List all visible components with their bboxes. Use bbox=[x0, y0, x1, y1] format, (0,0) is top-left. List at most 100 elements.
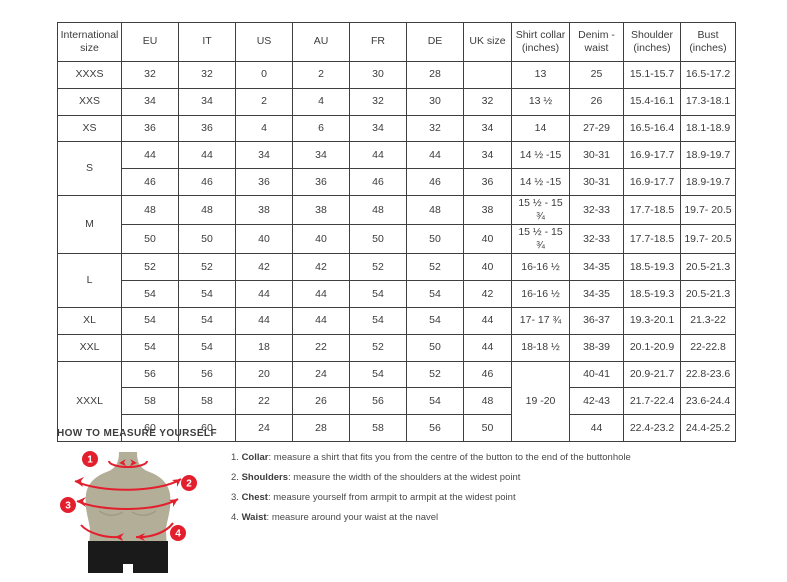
table-cell: 16.9-17.7 bbox=[623, 168, 681, 196]
table-cell: 14 ½ -15 bbox=[511, 168, 570, 196]
table-cell: XS bbox=[57, 114, 122, 143]
table-cell: 4 bbox=[235, 114, 293, 143]
table-cell: 38 bbox=[235, 194, 293, 226]
table-cell: 19 -20 bbox=[511, 360, 570, 443]
table-cell: 17.3-18.1 bbox=[680, 87, 736, 116]
table-cell: 6 bbox=[292, 114, 350, 143]
table-cell: 54 bbox=[406, 387, 464, 416]
table-row: 60 60 24 28 58 56 50 44 22.4-23.2 24.4-25.2 bbox=[58, 414, 736, 443]
table-cell: 32 bbox=[406, 114, 464, 143]
table-cell: 32 bbox=[463, 87, 512, 116]
table-cell: 16-16 ½ bbox=[511, 280, 570, 309]
table-cell: 46 bbox=[349, 168, 407, 196]
table-row: M 48 48 38 38 48 48 38 15 ½ - 15 ¾ 32-33 17.7-18.5… bbox=[57, 194, 736, 255]
table-cell: 16-16 ½ bbox=[511, 253, 570, 282]
collar-measure-line bbox=[108, 460, 148, 468]
table-cell: 46 bbox=[121, 168, 179, 196]
table-cell: 23.6-24.4 bbox=[680, 387, 736, 416]
table-cell bbox=[463, 61, 512, 89]
table-cell: 44 bbox=[292, 307, 350, 335]
table-cell: 36 bbox=[121, 114, 179, 143]
table-cell: 32 bbox=[121, 61, 179, 89]
table-cell: 50 bbox=[178, 224, 236, 255]
table-row: 46 46 36 36 46 46 36 14 ½ -15 30-31 16.9-17.7 18.9… bbox=[58, 168, 736, 196]
table-cell: 40-41 bbox=[569, 360, 624, 389]
measure-section: HOW TO MEASURE YOURSELF bbox=[57, 428, 631, 582]
table-cell: 19.3-20.1 bbox=[623, 307, 681, 335]
table-cell: 44 bbox=[349, 141, 407, 170]
table-row: XXS 34 34 2 4 32 30 32 13 ½ 26 15.4-16.1 17.3-18.1 bbox=[57, 87, 736, 116]
table-cell: 18.5-19.3 bbox=[623, 253, 681, 282]
table-cell: 42-43 bbox=[569, 387, 624, 416]
table-cell: 54 bbox=[178, 307, 236, 335]
table-cell: 34 bbox=[463, 114, 512, 143]
step-text: : measure a shirt that fits you from the… bbox=[268, 452, 631, 463]
table-cell: 54 bbox=[178, 280, 236, 309]
badge-2-number: 2 bbox=[186, 479, 192, 490]
table-cell: XXS bbox=[57, 87, 122, 116]
table-cell: 18.1-18.9 bbox=[680, 114, 736, 143]
measure-title: HOW TO MEASURE YOURSELF bbox=[57, 428, 217, 439]
size-table-header: International size EU IT US AU FR DE UK size Shi… bbox=[57, 22, 736, 62]
table-cell: 2 bbox=[292, 61, 350, 89]
table-cell: 30-31 bbox=[569, 141, 624, 170]
header-row: International size EU IT US AU FR DE UK size Shi… bbox=[57, 22, 736, 62]
table-cell: 44 bbox=[463, 307, 512, 335]
table-cell: XL bbox=[57, 307, 122, 335]
table-cell: 13 bbox=[511, 61, 570, 89]
table-cell: 50 bbox=[121, 224, 179, 255]
column-header: International size bbox=[57, 22, 122, 62]
badge-2: 2 bbox=[181, 475, 197, 491]
table-cell: 30 bbox=[349, 61, 407, 89]
table-cell: 42 bbox=[463, 280, 512, 309]
table-cell: 42 bbox=[235, 253, 293, 282]
table-cell: 20.5-21.3 bbox=[680, 253, 736, 282]
table-cell: 17.7-18.5 bbox=[623, 224, 681, 255]
table-cell: 24 bbox=[292, 360, 350, 389]
column-header: UK size bbox=[463, 22, 512, 62]
table-cell: 32-33 bbox=[569, 224, 624, 255]
table-cell: 15.1-15.7 bbox=[623, 61, 681, 89]
column-header: FR bbox=[349, 22, 407, 62]
table-cell: 52 bbox=[349, 333, 407, 362]
table-cell: 56 bbox=[178, 360, 236, 389]
table-cell: 13 ½ bbox=[511, 87, 570, 116]
measure-step: 4. Waist: measure around your waist at t… bbox=[231, 511, 631, 524]
table-cell: 14 bbox=[511, 114, 570, 143]
table-cell: 18.9-19.7 bbox=[680, 168, 736, 196]
table-cell: 15 ½ - 15 ¾ bbox=[511, 194, 570, 226]
step-number: 4. bbox=[231, 511, 242, 523]
table-cell: 40 bbox=[463, 253, 512, 282]
table-cell: 26 bbox=[292, 387, 350, 416]
table-row: 54 54 44 44 54 54 42 16-16 ½ 34-35 18.5-19.3 20.5-… bbox=[58, 280, 736, 309]
table-row: 58 58 22 26 56 54 48 42-43 21.7-22.4 23.6-24.4 bbox=[58, 387, 736, 416]
table-cell: 2 bbox=[235, 87, 293, 116]
table-cell: 34 bbox=[235, 141, 293, 170]
table-cell: 54 bbox=[406, 307, 464, 335]
table-cell: 18-18 ½ bbox=[511, 333, 570, 362]
table-cell: 36 bbox=[463, 168, 512, 196]
table-cell: 36-37 bbox=[569, 307, 624, 335]
column-header: Shirt collar (inches) bbox=[511, 22, 570, 62]
badge-3: 3 bbox=[60, 497, 76, 513]
table-cell: 44 bbox=[235, 280, 293, 309]
table-cell: 21.7-22.4 bbox=[623, 387, 681, 416]
table-cell: 15.4-16.1 bbox=[623, 87, 681, 116]
table-cell: 56 bbox=[121, 360, 179, 389]
table-cell: 30-31 bbox=[569, 168, 624, 196]
table-cell: XXXL bbox=[57, 360, 122, 443]
table-cell: XXL bbox=[57, 333, 122, 362]
shoulders-arrow-right bbox=[172, 479, 181, 487]
table-cell: 52 bbox=[406, 253, 464, 282]
table-cell: 28 bbox=[406, 61, 464, 89]
table-row: XS 36 36 4 6 34 32 34 14 27-29 16.5-16.4 18.1-18.9 bbox=[57, 114, 736, 143]
table-row: XL 54 54 44 44 54 54 44 17- 17 ¾ 36-37 19.3-20.1 21… bbox=[57, 307, 736, 335]
table-cell: 50 bbox=[349, 224, 407, 255]
collar-arrow-left bbox=[130, 459, 137, 466]
table-row: XXL 54 54 18 22 52 50 44 18-18 ½ 38-39 20.1-20.9 22… bbox=[57, 333, 736, 362]
table-cell: 44 bbox=[463, 333, 512, 362]
table-cell: 44 bbox=[406, 141, 464, 170]
table-cell: 44 bbox=[121, 141, 179, 170]
table-cell: 17- 17 ¾ bbox=[511, 307, 570, 335]
table-cell: 18 bbox=[235, 333, 293, 362]
